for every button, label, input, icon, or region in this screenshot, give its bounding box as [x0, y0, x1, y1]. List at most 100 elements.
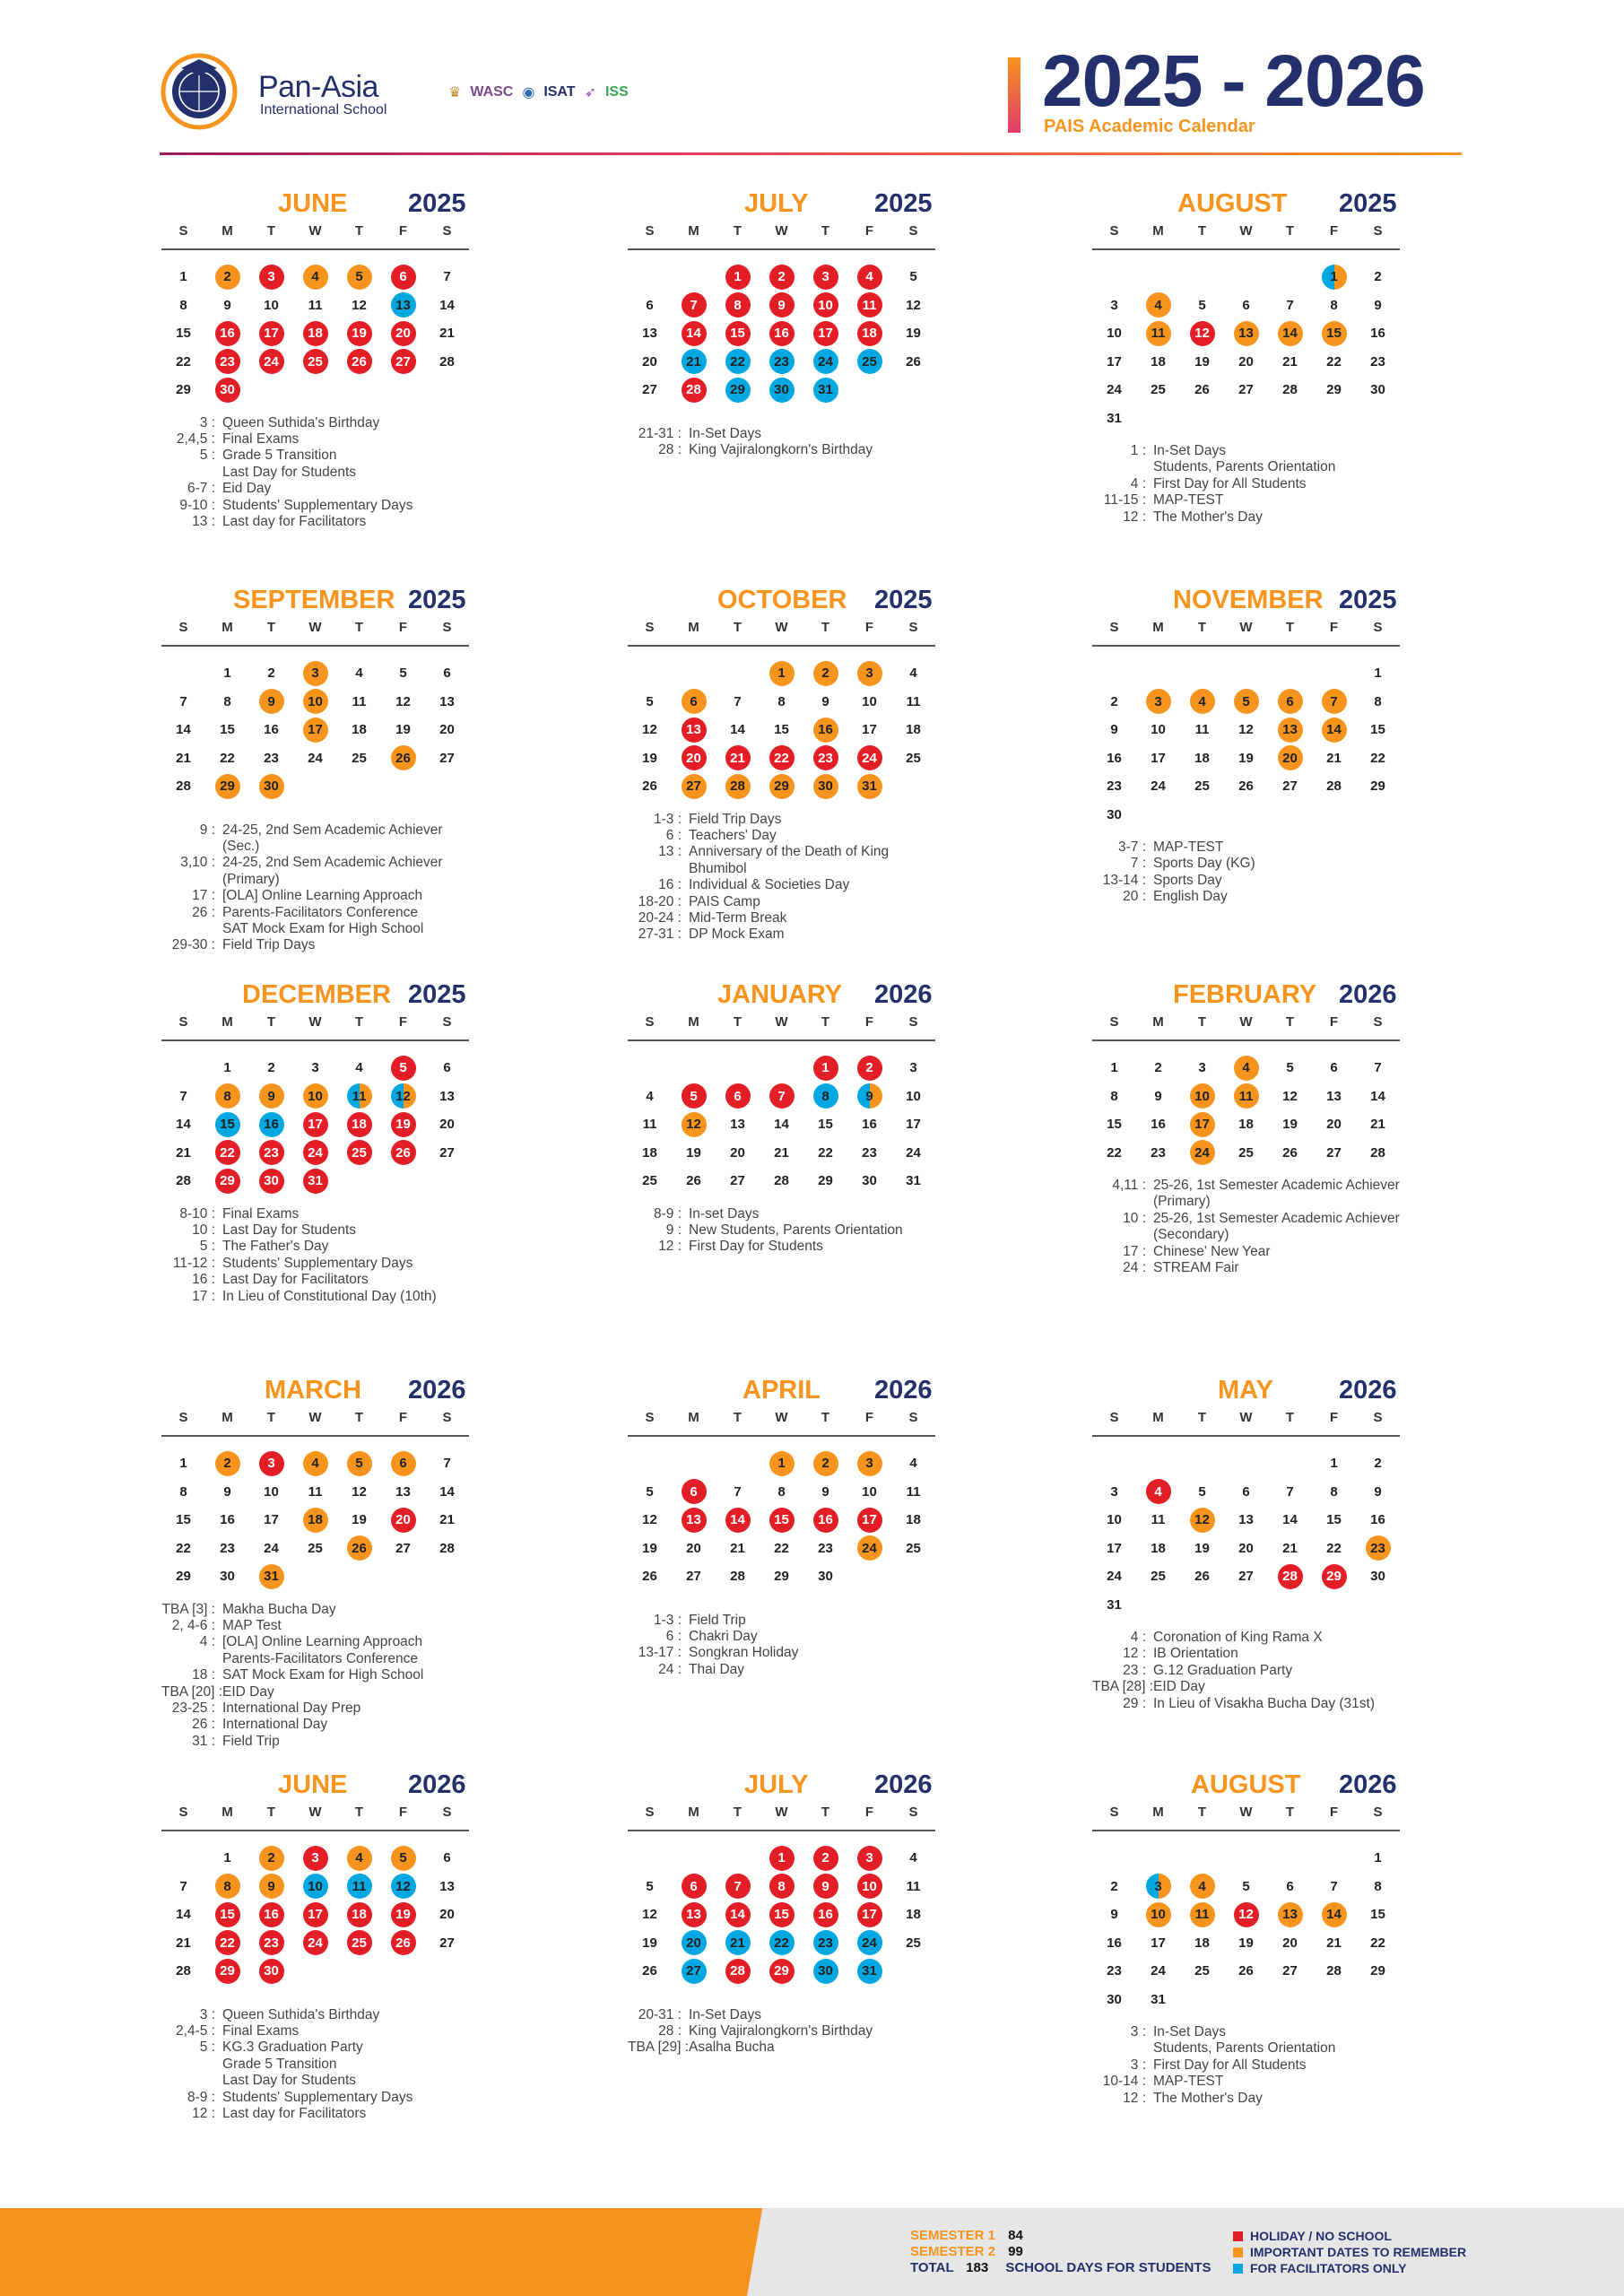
day-grid: 1 2 3 4 5 6 7 8 9 10 11 12 13 14 15 16 17 18 19 20 21 22 23 24 2… [628, 659, 937, 801]
day-cell: 14 [161, 716, 205, 744]
event-date: 4,11 : [1112, 1178, 1146, 1193]
page-subtitle: PAIS Academic Calendar [1044, 117, 1255, 136]
event-item [628, 1602, 937, 1613]
day-number: 15 [818, 1117, 833, 1133]
day-cell-important: 16 [803, 716, 847, 744]
day-cell: 13 [1224, 1506, 1268, 1535]
day-number: 29 [1370, 778, 1385, 795]
day-cell: 5 [381, 659, 425, 688]
day-number: 10 [812, 292, 838, 318]
day-cell-holiday: 20 [381, 1506, 425, 1535]
day-cell: 1 [1356, 659, 1400, 688]
day-cell: 25 [1180, 1957, 1224, 1986]
day-number: 28 [730, 1569, 745, 1585]
day-cell-holiday: 18 [337, 1110, 381, 1139]
accreditation-logos: ♛ WASC ◉ ISAT ➶ ISS [448, 79, 629, 106]
day-number: 1 [1374, 665, 1382, 682]
day-cell-facilitator: 8 [803, 1083, 847, 1111]
day-cell: 27 [425, 1929, 469, 1958]
event-date: 10 : [1123, 1210, 1146, 1226]
event-date: 3 : [1130, 2057, 1146, 2073]
day-number: 21 [176, 750, 191, 766]
school-days-summary: SEMESTER 1 84 SEMESTER 2 99 TOTAL 183 SC… [910, 2228, 1211, 2276]
day-number: 14 [1321, 1901, 1347, 1927]
month-year: 2026 [408, 1770, 466, 1799]
day-cell-holiday: 17 [293, 1900, 337, 1929]
day-cell: 27 [1224, 376, 1268, 404]
day-cell: 14 [161, 1110, 205, 1139]
event-text: Eid Day [222, 481, 272, 497]
month-october-2025: OCTOBER 2025 S M T W T F S 1 2 3 4 5 6 7 8 9 10 11 12 13 14 15 1… [628, 580, 937, 944]
day-cell: 9 [1092, 716, 1136, 744]
event-list: 9 : 24-25, 2nd Sem Academic Achiever (Sec… [161, 812, 471, 954]
day-number: 16 [1107, 750, 1122, 766]
day-cell-important: 12 [672, 1110, 716, 1139]
event-item: 10 : Last Day for Students [161, 1222, 471, 1239]
day-cell: 8 [161, 1478, 205, 1507]
event-item: 3 : In-Set Days [1092, 2024, 1402, 2040]
day-number: 25 [352, 750, 367, 766]
month-year: 2026 [874, 1770, 933, 1799]
day-number: 28 [1282, 382, 1298, 398]
event-text: Field Trip [222, 1733, 280, 1749]
day-number: 14 [681, 320, 707, 346]
day-number: 2 [267, 665, 275, 682]
month-november-2025: NOVEMBER 2025 S M T W T F S 1 2 3 4 5 6 7 8 9 10 11 12 13 14 15… [1092, 580, 1402, 906]
event-item: 5 : KG.3 Graduation Party [161, 2039, 471, 2056]
day-number: 9 [258, 689, 284, 715]
day-number: 7 [179, 693, 187, 709]
day-cell-holiday: 7 [672, 291, 716, 320]
day-cell: 11 [891, 1873, 935, 1901]
day-cell: 18 [628, 1139, 672, 1168]
event-item: Parents-Facilitators Conference [161, 1651, 471, 1667]
day-number: 13 [730, 1117, 745, 1133]
day-cell-holiday: 2 [803, 1844, 847, 1873]
day-cell: 29 [1312, 376, 1356, 404]
day-cell-facilitator: 13 [381, 291, 425, 320]
day-number: 27 [390, 349, 416, 375]
day-number: 14 [1277, 320, 1303, 346]
weekday-label: M [1152, 1805, 1164, 1820]
day-number: 27 [1282, 778, 1298, 795]
month-year: 2026 [874, 980, 933, 1009]
day-number: 2 [1110, 1878, 1118, 1894]
day-cell-important: 26 [337, 1535, 381, 1563]
event-date [161, 2073, 222, 2089]
day-number: 17 [302, 1901, 328, 1927]
day-number: 17 [1189, 1111, 1215, 1137]
event-date: 3 : [199, 2006, 215, 2022]
event-date: 7 : [1130, 856, 1146, 872]
day-cell: 23 [1092, 772, 1136, 801]
event-item: 1-3 : Field Trip Days [628, 812, 937, 828]
event-date: 29-30 : [171, 937, 215, 953]
month-year: 2025 [874, 586, 933, 614]
day-number: 13 [390, 292, 416, 318]
event-date: 2,4,5 : [176, 430, 215, 447]
day-cell: 13 [716, 1110, 760, 1139]
event-text: [OLA] Online Learning Approach [222, 1634, 423, 1650]
day-number: 8 [1374, 1878, 1382, 1894]
day-number: 12 [1189, 1507, 1215, 1533]
day-number: 4 [856, 264, 882, 290]
empty-cell [672, 659, 716, 688]
month-name: SEPTEMBER [233, 586, 395, 614]
weekday-label: F [398, 620, 408, 635]
day-number: 23 [1151, 1144, 1166, 1161]
day-cell-facilitator: 24 [803, 348, 847, 377]
event-text: SAT Mock Exam for High School [222, 1667, 424, 1683]
day-cell: 7 [1268, 291, 1312, 320]
event-text: Final Exams [222, 2022, 300, 2039]
day-number: 19 [1238, 750, 1254, 766]
legend-swatch-red [1233, 2231, 1243, 2241]
day-number: 1 [1330, 1456, 1338, 1472]
day-cell-important: 24 [1180, 1139, 1224, 1168]
weekday-divider [161, 1830, 469, 1831]
day-cell: 11 [293, 1478, 337, 1507]
day-cell-holiday: 30 [249, 1957, 293, 1986]
weekday-label: M [688, 1410, 699, 1425]
empty-cell [1268, 1449, 1312, 1478]
weekday-label: F [864, 1805, 874, 1820]
day-number: 4 [1145, 1479, 1171, 1505]
event-date [161, 465, 222, 481]
day-number: 24 [906, 1144, 921, 1161]
